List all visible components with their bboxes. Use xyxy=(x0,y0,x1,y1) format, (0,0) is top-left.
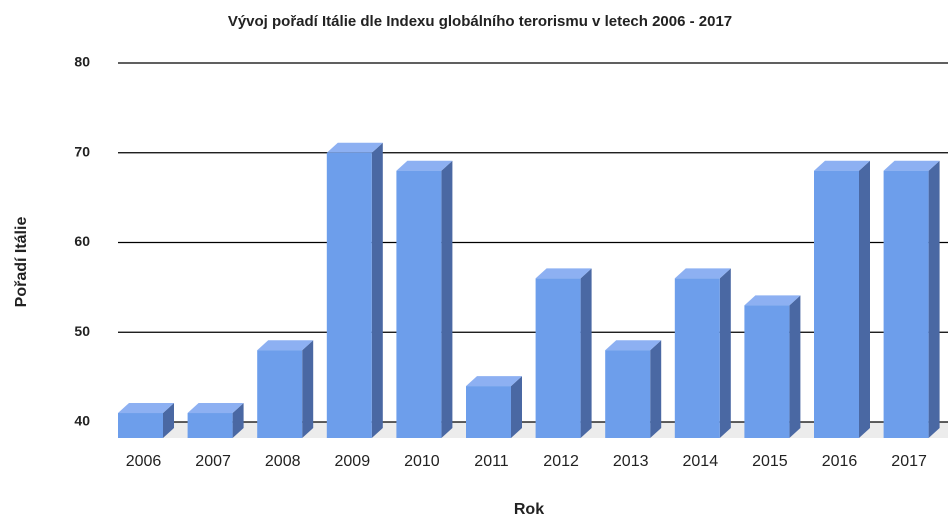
x-tick-label: 2015 xyxy=(752,453,788,470)
x-tick-label: 2007 xyxy=(195,453,231,470)
bar xyxy=(187,403,244,438)
bar-face xyxy=(883,170,929,438)
chart-title: Vývoj pořadí Itálie dle Indexu globálníh… xyxy=(228,13,732,30)
bar-face xyxy=(187,413,233,438)
bar-face xyxy=(371,142,383,438)
bar xyxy=(605,340,662,438)
bar-face xyxy=(744,295,801,306)
bar xyxy=(744,295,801,438)
bar-face xyxy=(814,160,870,171)
bar-face xyxy=(396,160,453,171)
bar-face xyxy=(511,376,522,438)
bar xyxy=(674,268,731,438)
bar xyxy=(326,142,383,438)
bar xyxy=(466,376,522,438)
bar-face xyxy=(789,295,801,438)
bar-face xyxy=(719,268,731,438)
x-tick-label: 2012 xyxy=(543,453,579,470)
bar-face xyxy=(326,142,383,153)
bar-face xyxy=(118,413,163,438)
x-tick-label: 2013 xyxy=(613,453,649,470)
x-tick-label: 2009 xyxy=(335,453,371,470)
bar-face xyxy=(302,340,314,438)
x-tick-label: 2008 xyxy=(265,453,301,470)
bar xyxy=(535,268,592,438)
y-axis-label: Pořadí Itálie xyxy=(13,217,30,308)
x-tick-label: 2010 xyxy=(404,453,440,470)
bar-face xyxy=(883,160,940,171)
bar-face xyxy=(466,376,522,387)
bar-face xyxy=(605,340,662,351)
bar-face xyxy=(163,403,174,438)
bar-face xyxy=(535,278,581,438)
bar xyxy=(118,403,174,438)
floor xyxy=(118,422,948,438)
x-tick-label: 2017 xyxy=(891,453,927,470)
bar-face xyxy=(441,160,453,438)
bar-face xyxy=(674,278,720,438)
bar-face xyxy=(650,340,662,438)
x-tick-label: 2006 xyxy=(126,453,162,470)
bar-face xyxy=(257,350,303,438)
bar-face xyxy=(118,403,174,414)
bar-face xyxy=(466,386,511,438)
x-tick-label: 2014 xyxy=(683,453,719,470)
bar-face xyxy=(187,403,244,414)
bar-face xyxy=(535,268,592,279)
bar-face xyxy=(326,152,372,438)
y-tick-label: 80 xyxy=(74,54,90,70)
bar-face xyxy=(257,340,314,351)
bar-face xyxy=(814,170,859,438)
y-tick-label: 60 xyxy=(74,233,90,249)
x-axis-label: Rok xyxy=(514,501,544,518)
y-tick-label: 50 xyxy=(74,323,90,339)
y-tick-label: 70 xyxy=(74,143,90,159)
y-tick-label: 40 xyxy=(74,413,90,429)
bar xyxy=(396,160,453,438)
x-tick-label: 2011 xyxy=(474,453,509,470)
bar xyxy=(883,160,940,438)
bar-face xyxy=(605,350,651,438)
bar xyxy=(814,160,870,438)
bar-face xyxy=(396,170,442,438)
bar-face xyxy=(928,160,940,438)
bar-face xyxy=(232,403,244,438)
bar-face xyxy=(674,268,731,279)
bar-face xyxy=(744,305,790,438)
bar xyxy=(257,340,314,438)
x-tick-label: 2016 xyxy=(822,453,858,470)
bar-face xyxy=(859,160,870,438)
bar-face xyxy=(580,268,592,438)
